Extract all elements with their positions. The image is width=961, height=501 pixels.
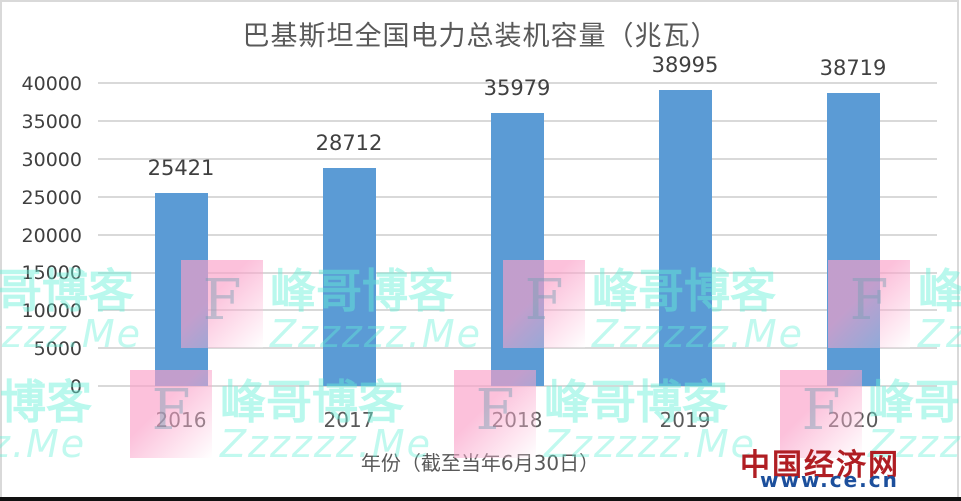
bar-2018 [491, 113, 544, 386]
bar-2020 [827, 93, 880, 386]
data-label: 25421 [147, 156, 215, 180]
y-tick-label: 0 [69, 376, 82, 398]
y-tick-label: 10000 [21, 300, 82, 322]
y-tick-label: 35000 [21, 111, 82, 133]
bottom-border [0, 497, 961, 501]
x-tick-label: 2018 [491, 408, 543, 432]
chart-title: 巴基斯坦全国电力总装机容量（兆瓦） [242, 21, 719, 52]
x-tick-label: 2017 [323, 408, 375, 432]
logo-name: 中国经济网 [740, 448, 900, 483]
x-tick-label: 2019 [659, 408, 711, 432]
data-label: 28712 [315, 131, 383, 155]
bar-2017 [323, 168, 376, 386]
ce-logo: 中国经济网 www.ce.cn [740, 440, 950, 492]
data-label: 38995 [651, 53, 719, 77]
y-tick-label: 25000 [21, 187, 82, 209]
y-tick-label: 5000 [33, 338, 82, 360]
data-label: 38719 [819, 56, 887, 80]
data-label: 35979 [483, 76, 551, 100]
x-tick-label: 2016 [155, 408, 207, 432]
x-tick-label: 2020 [827, 408, 879, 432]
logo-url: www.ce.cn [760, 468, 899, 492]
bar-2016 [155, 193, 208, 386]
bar-2019 [659, 90, 712, 386]
gridline [98, 82, 937, 84]
y-tick-label: 30000 [21, 149, 82, 171]
y-tick-label: 40000 [21, 73, 82, 95]
y-tick-label: 20000 [21, 225, 82, 247]
y-tick-label: 15000 [21, 262, 82, 284]
x-axis-title: 年份（截至当年6月30日） [360, 451, 600, 475]
